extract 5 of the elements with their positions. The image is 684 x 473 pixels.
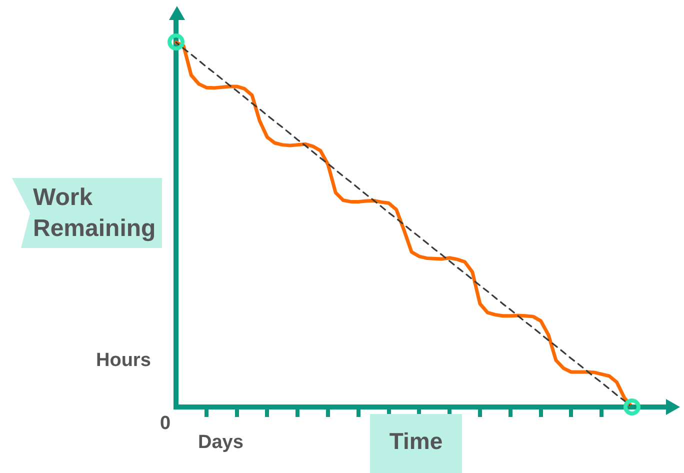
text: Days [198,432,244,454]
text: Hours [96,350,151,372]
x-axis-title: Time [388,428,444,455]
text: 0 [160,413,171,435]
y-axis-title: Work Remaining [33,183,157,244]
